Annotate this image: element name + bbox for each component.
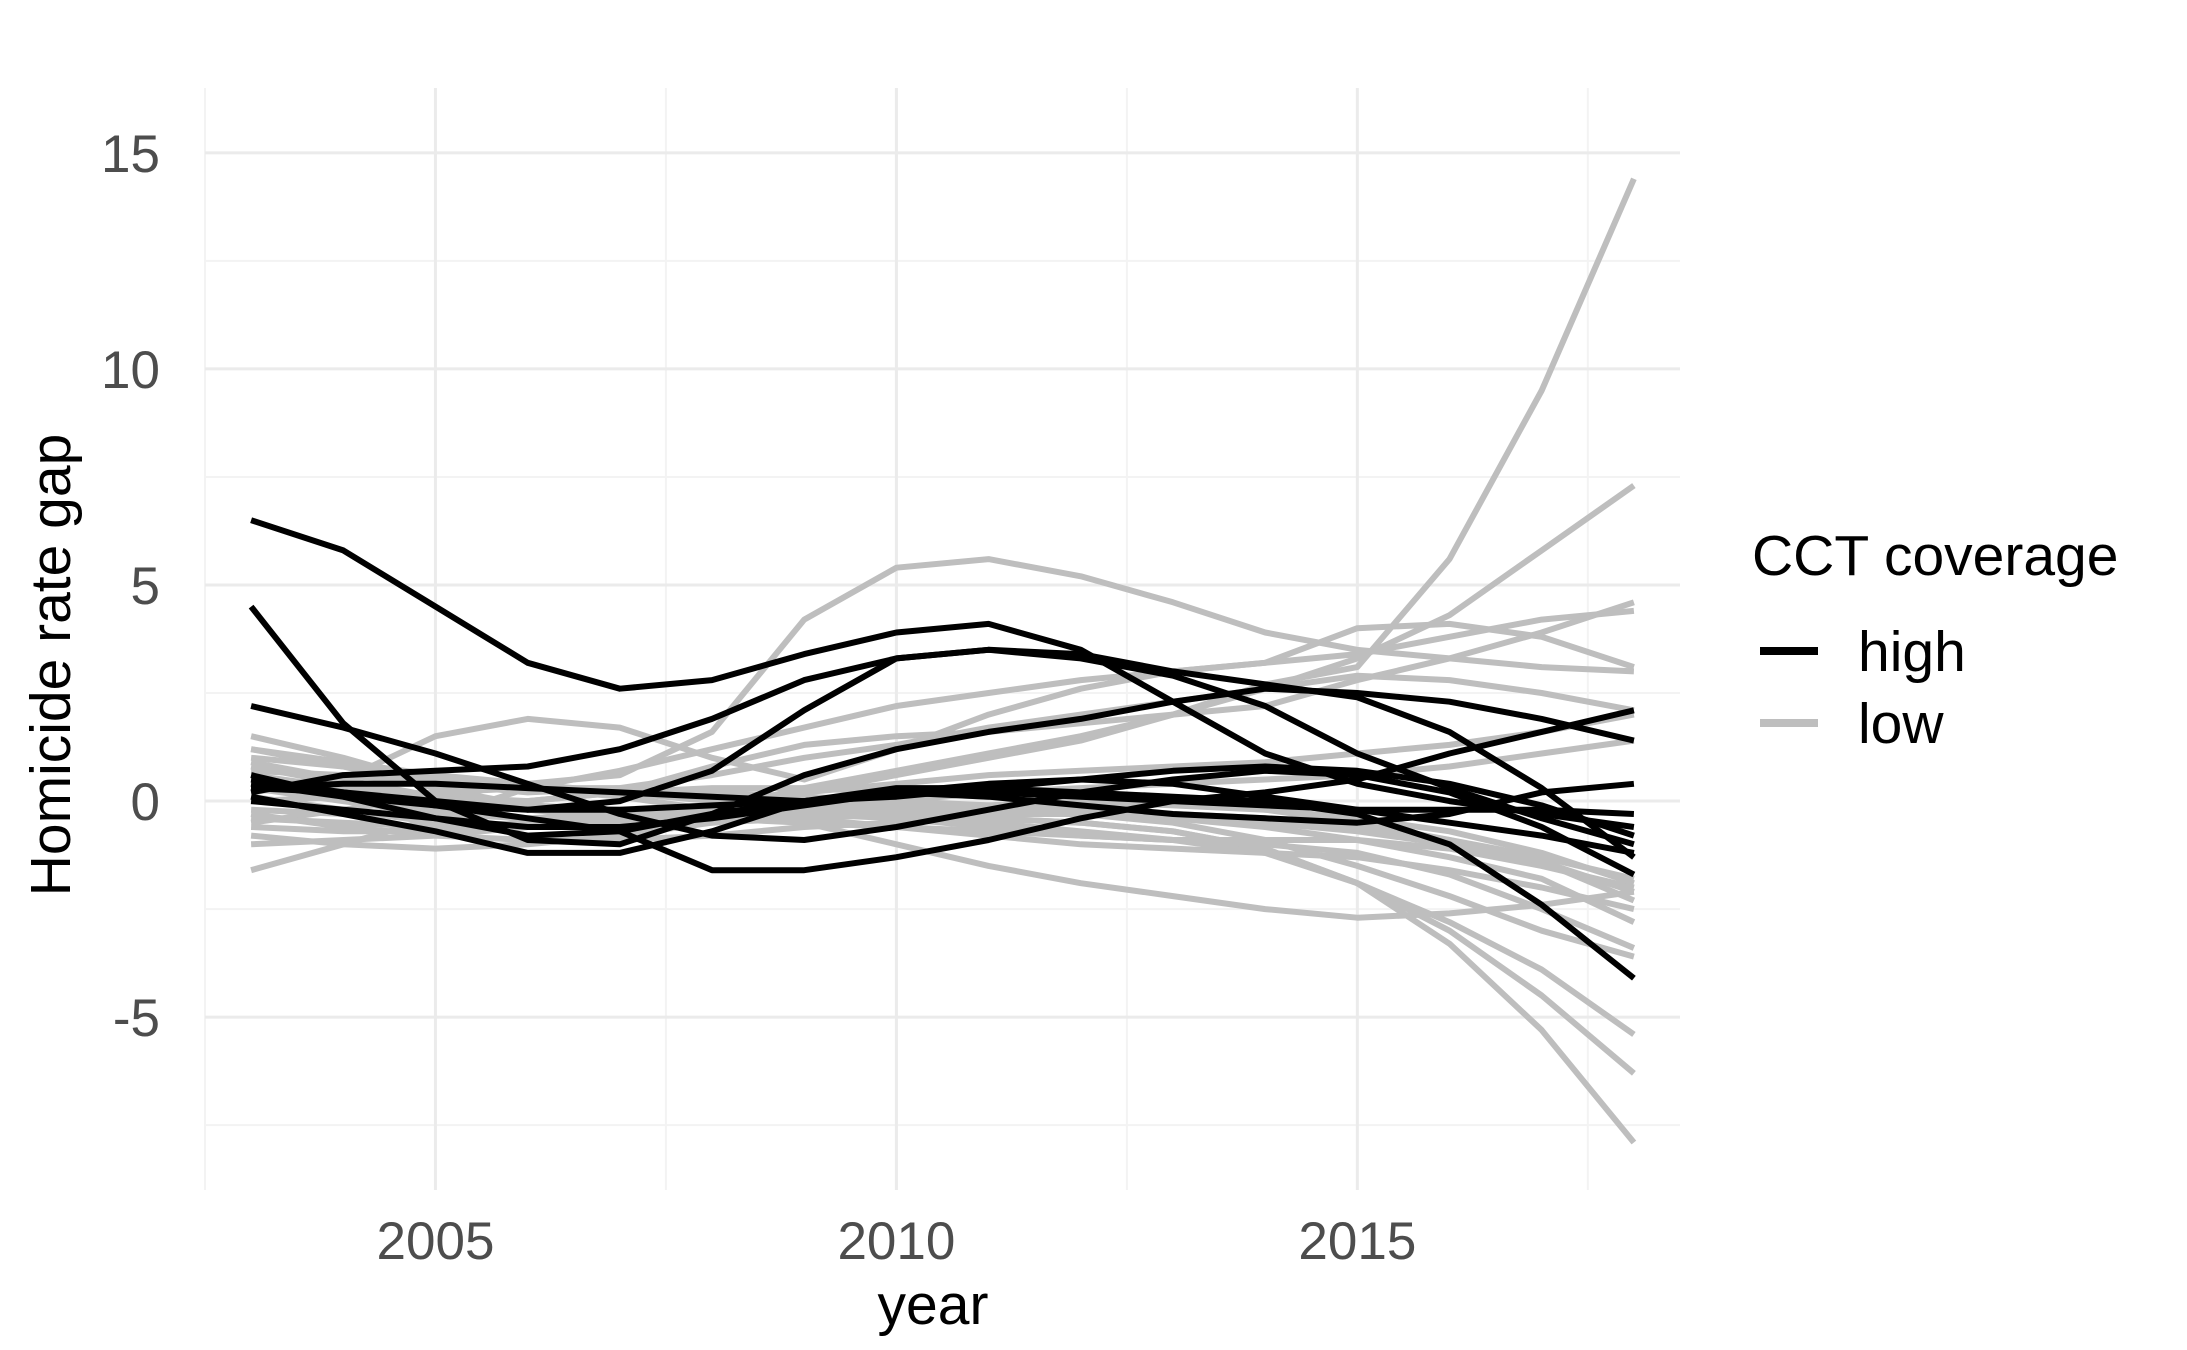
series-line-low-7: [250, 711, 1635, 822]
legend-title: CCT coverage: [1752, 524, 2118, 588]
x-tick-label: 2015: [1298, 1212, 1416, 1271]
minor-gridlines: [204, 88, 1680, 1190]
series-line-high-22: [250, 517, 1635, 830]
series-line-high-30: [250, 707, 1635, 874]
x-tick-labels: 2005 2010 2015: [377, 1212, 1417, 1271]
series-line-high-32: [250, 763, 1635, 839]
x-axis-title: year: [878, 1273, 989, 1337]
y-tick-label: 0: [131, 773, 160, 832]
legend-label-low: low: [1858, 692, 1944, 756]
y-axis-title: Homicide rate gap: [19, 434, 83, 897]
y-tick-label: 15: [101, 125, 160, 184]
series-line-high-27: [250, 646, 1635, 848]
x-tick-label: 2010: [837, 1212, 955, 1271]
y-tick-labels: -5 0 5 10 15: [101, 125, 160, 1048]
series-line-high-31: [250, 776, 1635, 856]
x-tick-label: 2005: [377, 1212, 495, 1271]
y-tick-label: -5: [113, 989, 160, 1048]
legend-label-high: high: [1858, 620, 1966, 684]
high-coverage-lines: [248, 517, 1636, 981]
y-tick-label: 10: [101, 341, 160, 400]
legend: CCT coverage high low: [1752, 524, 2118, 756]
y-tick-label: 5: [131, 557, 160, 616]
